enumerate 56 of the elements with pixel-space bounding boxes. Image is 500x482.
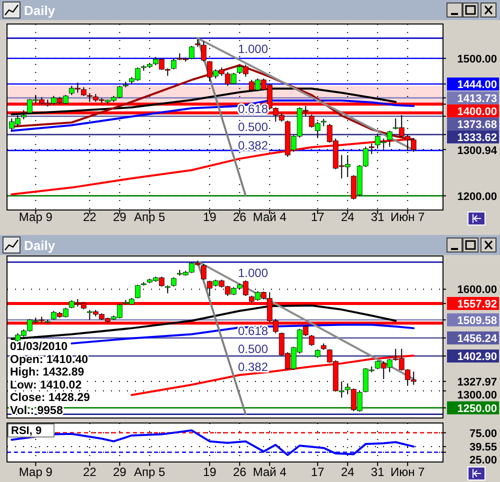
annotation: 1.000 (238, 266, 268, 280)
annotation: 01/03/2010 (10, 341, 68, 353)
ref-line-label: 1456.24 (457, 332, 498, 345)
chart-title: RSI, 9 (11, 425, 42, 437)
x-tick-label: Апр 5 (134, 210, 166, 224)
annotation: 0.618 (238, 324, 268, 338)
x-tick-label: 29 (112, 210, 127, 224)
x-tick-label: 26 (232, 465, 247, 479)
chart-title: Daily (24, 3, 56, 18)
x-tick-label: Май 4 (252, 465, 287, 479)
x-tick-label: Апр 5 (134, 465, 166, 479)
x-tick-label: 22 (82, 210, 97, 224)
annotation: Close: 1428.29 (10, 392, 90, 404)
annotation: 1.000 (238, 42, 268, 56)
ref-line-label: 1509.58 (457, 314, 497, 327)
y-tick-label: 1300.00 (457, 389, 497, 402)
ref-line-label: 1413.73 (457, 92, 497, 105)
y-tick-label: 1600.00 (457, 284, 497, 296)
x-tick-label: 31 (370, 210, 385, 224)
y-tick-label: 25.00 (469, 454, 497, 467)
x-tick-label: 24 (340, 210, 355, 224)
x-tick-label: Мар 9 (18, 465, 53, 479)
x-tick-label: Июн 7 (390, 210, 426, 224)
ref-line-label: 1557.92 (457, 298, 497, 310)
y-tick-label: 39.55 (469, 442, 497, 454)
ref-line-label: 1333.62 (457, 132, 497, 144)
annotation: 0.500 (238, 342, 268, 356)
y-tick-label: 1500.00 (457, 53, 497, 66)
annotation: Low: 1410.02 (10, 379, 82, 392)
ref-line-label: 1402.90 (457, 351, 497, 364)
x-tick-label: 26 (232, 210, 247, 224)
x-tick-label: 31 (370, 465, 385, 479)
ref-line-label: 1444.00 (457, 79, 497, 92)
annotation: 0.500 (238, 120, 268, 134)
x-tick-label: Июн 7 (390, 465, 426, 479)
x-tick-label: Мар 9 (18, 210, 53, 224)
x-tick-label: 19 (202, 465, 217, 479)
y-tick-label: 1327.97 (457, 376, 497, 388)
y-tick-label: 1300.94 (457, 144, 498, 157)
ref-line-label: 1373.68 (457, 118, 497, 131)
x-tick-label: 17 (310, 210, 325, 224)
x-tick-label: 17 (310, 465, 325, 479)
annotation: High: 1432.89 (10, 366, 84, 379)
x-tick-label: 29 (112, 465, 127, 479)
annotation: 0.382 (238, 138, 268, 153)
annotation: Open: 1410.40 (10, 354, 88, 366)
x-tick-label: 19 (202, 210, 217, 224)
x-tick-label: 22 (82, 465, 97, 479)
ref-line-label: 1400.00 (457, 106, 497, 118)
chart-title: Daily (24, 238, 56, 253)
x-tick-label: Май 4 (252, 210, 287, 224)
ref-line-label: 1250.00 (457, 402, 497, 415)
y-tick-label: 1200.00 (457, 190, 497, 203)
x-tick-label: 24 (340, 465, 355, 479)
annotation: 0.382 (238, 360, 268, 374)
y-tick-label: 75.00 (469, 428, 497, 440)
